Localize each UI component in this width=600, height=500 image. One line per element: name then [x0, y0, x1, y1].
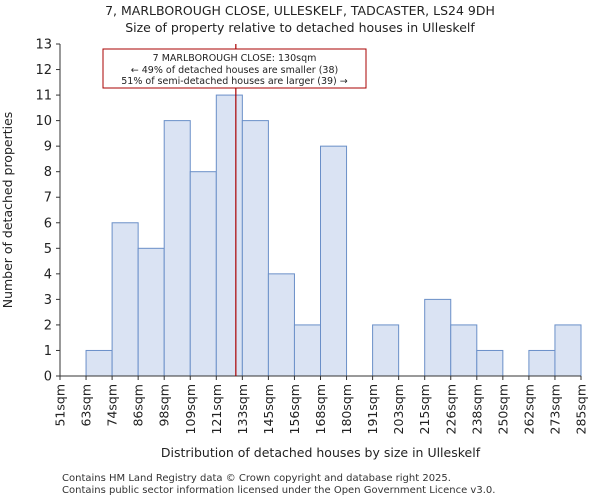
histogram-bar-191sqm [372, 324, 400, 377]
histogram-bar-262sqm [528, 349, 556, 377]
x-axis: 51sqm 63sqm 74sqm 86sqm 98sqm 109sqm 121sqm 133… [53, 375, 589, 434]
histogram-bar-215sqm [424, 298, 452, 377]
x-tick-label: 156sqm [287, 384, 302, 434]
x-tick-label: 98sqm [157, 384, 172, 427]
x-tick-label: 226sqm [443, 384, 458, 434]
footer-line-1: Contains HM Land Registry data © Crown c… [62, 473, 451, 484]
x-tick-label: 168sqm [313, 384, 328, 434]
x-tick-label: 180sqm [339, 384, 354, 434]
x-tick-label: 203sqm [391, 384, 406, 434]
histogram-bar-121sqm [215, 94, 243, 377]
annotation-box: 7 MARLBOROUGH CLOSE: 130sqm ← 49% of det… [102, 48, 367, 89]
x-tick-label: 215sqm [417, 384, 432, 434]
histogram-bar-98sqm [163, 120, 191, 377]
x-tick-label: 121sqm [209, 384, 224, 434]
x-tick-label: 285sqm [574, 384, 589, 434]
x-tick-label: 63sqm [79, 384, 94, 427]
chart-title: 7, MARLBOROUGH CLOSE, ULLESKELF, TADCAST… [105, 3, 495, 18]
y-tick-label: 13 [35, 38, 52, 53]
annotation-line-1: 7 MARLBOROUGH CLOSE: 130sqm [153, 53, 317, 64]
histogram-bar-109sqm [189, 171, 217, 377]
x-tick-label: 51sqm [53, 384, 68, 427]
x-tick-label: 238sqm [469, 384, 484, 434]
bars-group [85, 94, 582, 377]
x-tick-label: 191sqm [365, 384, 380, 434]
annotation-frame [102, 48, 367, 89]
x-tick-label: 273sqm [547, 384, 562, 434]
histogram-bar-238sqm [476, 349, 504, 377]
y-tick-label: 11 [35, 89, 52, 104]
x-tick-label: 74sqm [105, 384, 120, 427]
histogram-bar-86sqm [137, 247, 165, 377]
histogram-bar-63sqm [85, 349, 113, 377]
histogram-bar-74sqm [111, 222, 139, 377]
y-tick-label: 9 [44, 140, 52, 155]
histogram-bar-226sqm [450, 324, 478, 377]
x-tick-label: 262sqm [521, 384, 536, 434]
x-tick-label: 109sqm [183, 384, 198, 434]
y-axis-label: Number of detached properties [0, 112, 15, 309]
y-tick-label: 6 [44, 216, 52, 231]
y-tick-label: 8 [44, 165, 52, 180]
x-axis-label: Distribution of detached houses by size … [161, 445, 481, 460]
y-tick-label: 7 [44, 191, 52, 206]
y-tick-label: 1 [44, 344, 52, 359]
y-tick-label: 10 [35, 114, 52, 129]
x-tick-label: 250sqm [495, 384, 510, 434]
annotation-line-3: 51% of semi-detached houses are larger (… [121, 76, 348, 87]
y-tick-label: 5 [44, 242, 52, 257]
chart-subtitle: Size of property relative to detached ho… [125, 20, 475, 35]
histogram-bar-156sqm [293, 324, 322, 377]
y-tick-label: 0 [44, 370, 52, 385]
histogram-bar-145sqm [267, 273, 295, 377]
y-tick-label: 4 [44, 267, 52, 282]
histogram-bar-168sqm [320, 145, 348, 377]
annotation-line-2: ← 49% of detached houses are smaller (38… [131, 65, 338, 76]
y-tick-label: 3 [44, 293, 52, 308]
histogram-bar-133sqm [241, 120, 269, 377]
y-tick-label: 2 [44, 318, 52, 333]
x-tick-label: 145sqm [261, 384, 276, 434]
histogram-bar-273sqm [554, 324, 582, 377]
x-tick-label: 133sqm [235, 384, 250, 434]
x-tick-label: 86sqm [131, 384, 146, 427]
footer-line-2: Contains public sector information licen… [62, 485, 496, 496]
y-tick-label: 12 [35, 63, 52, 78]
